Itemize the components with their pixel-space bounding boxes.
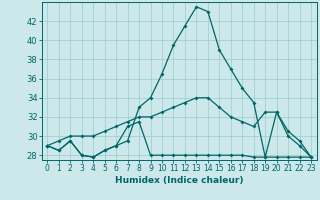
- X-axis label: Humidex (Indice chaleur): Humidex (Indice chaleur): [115, 176, 244, 185]
